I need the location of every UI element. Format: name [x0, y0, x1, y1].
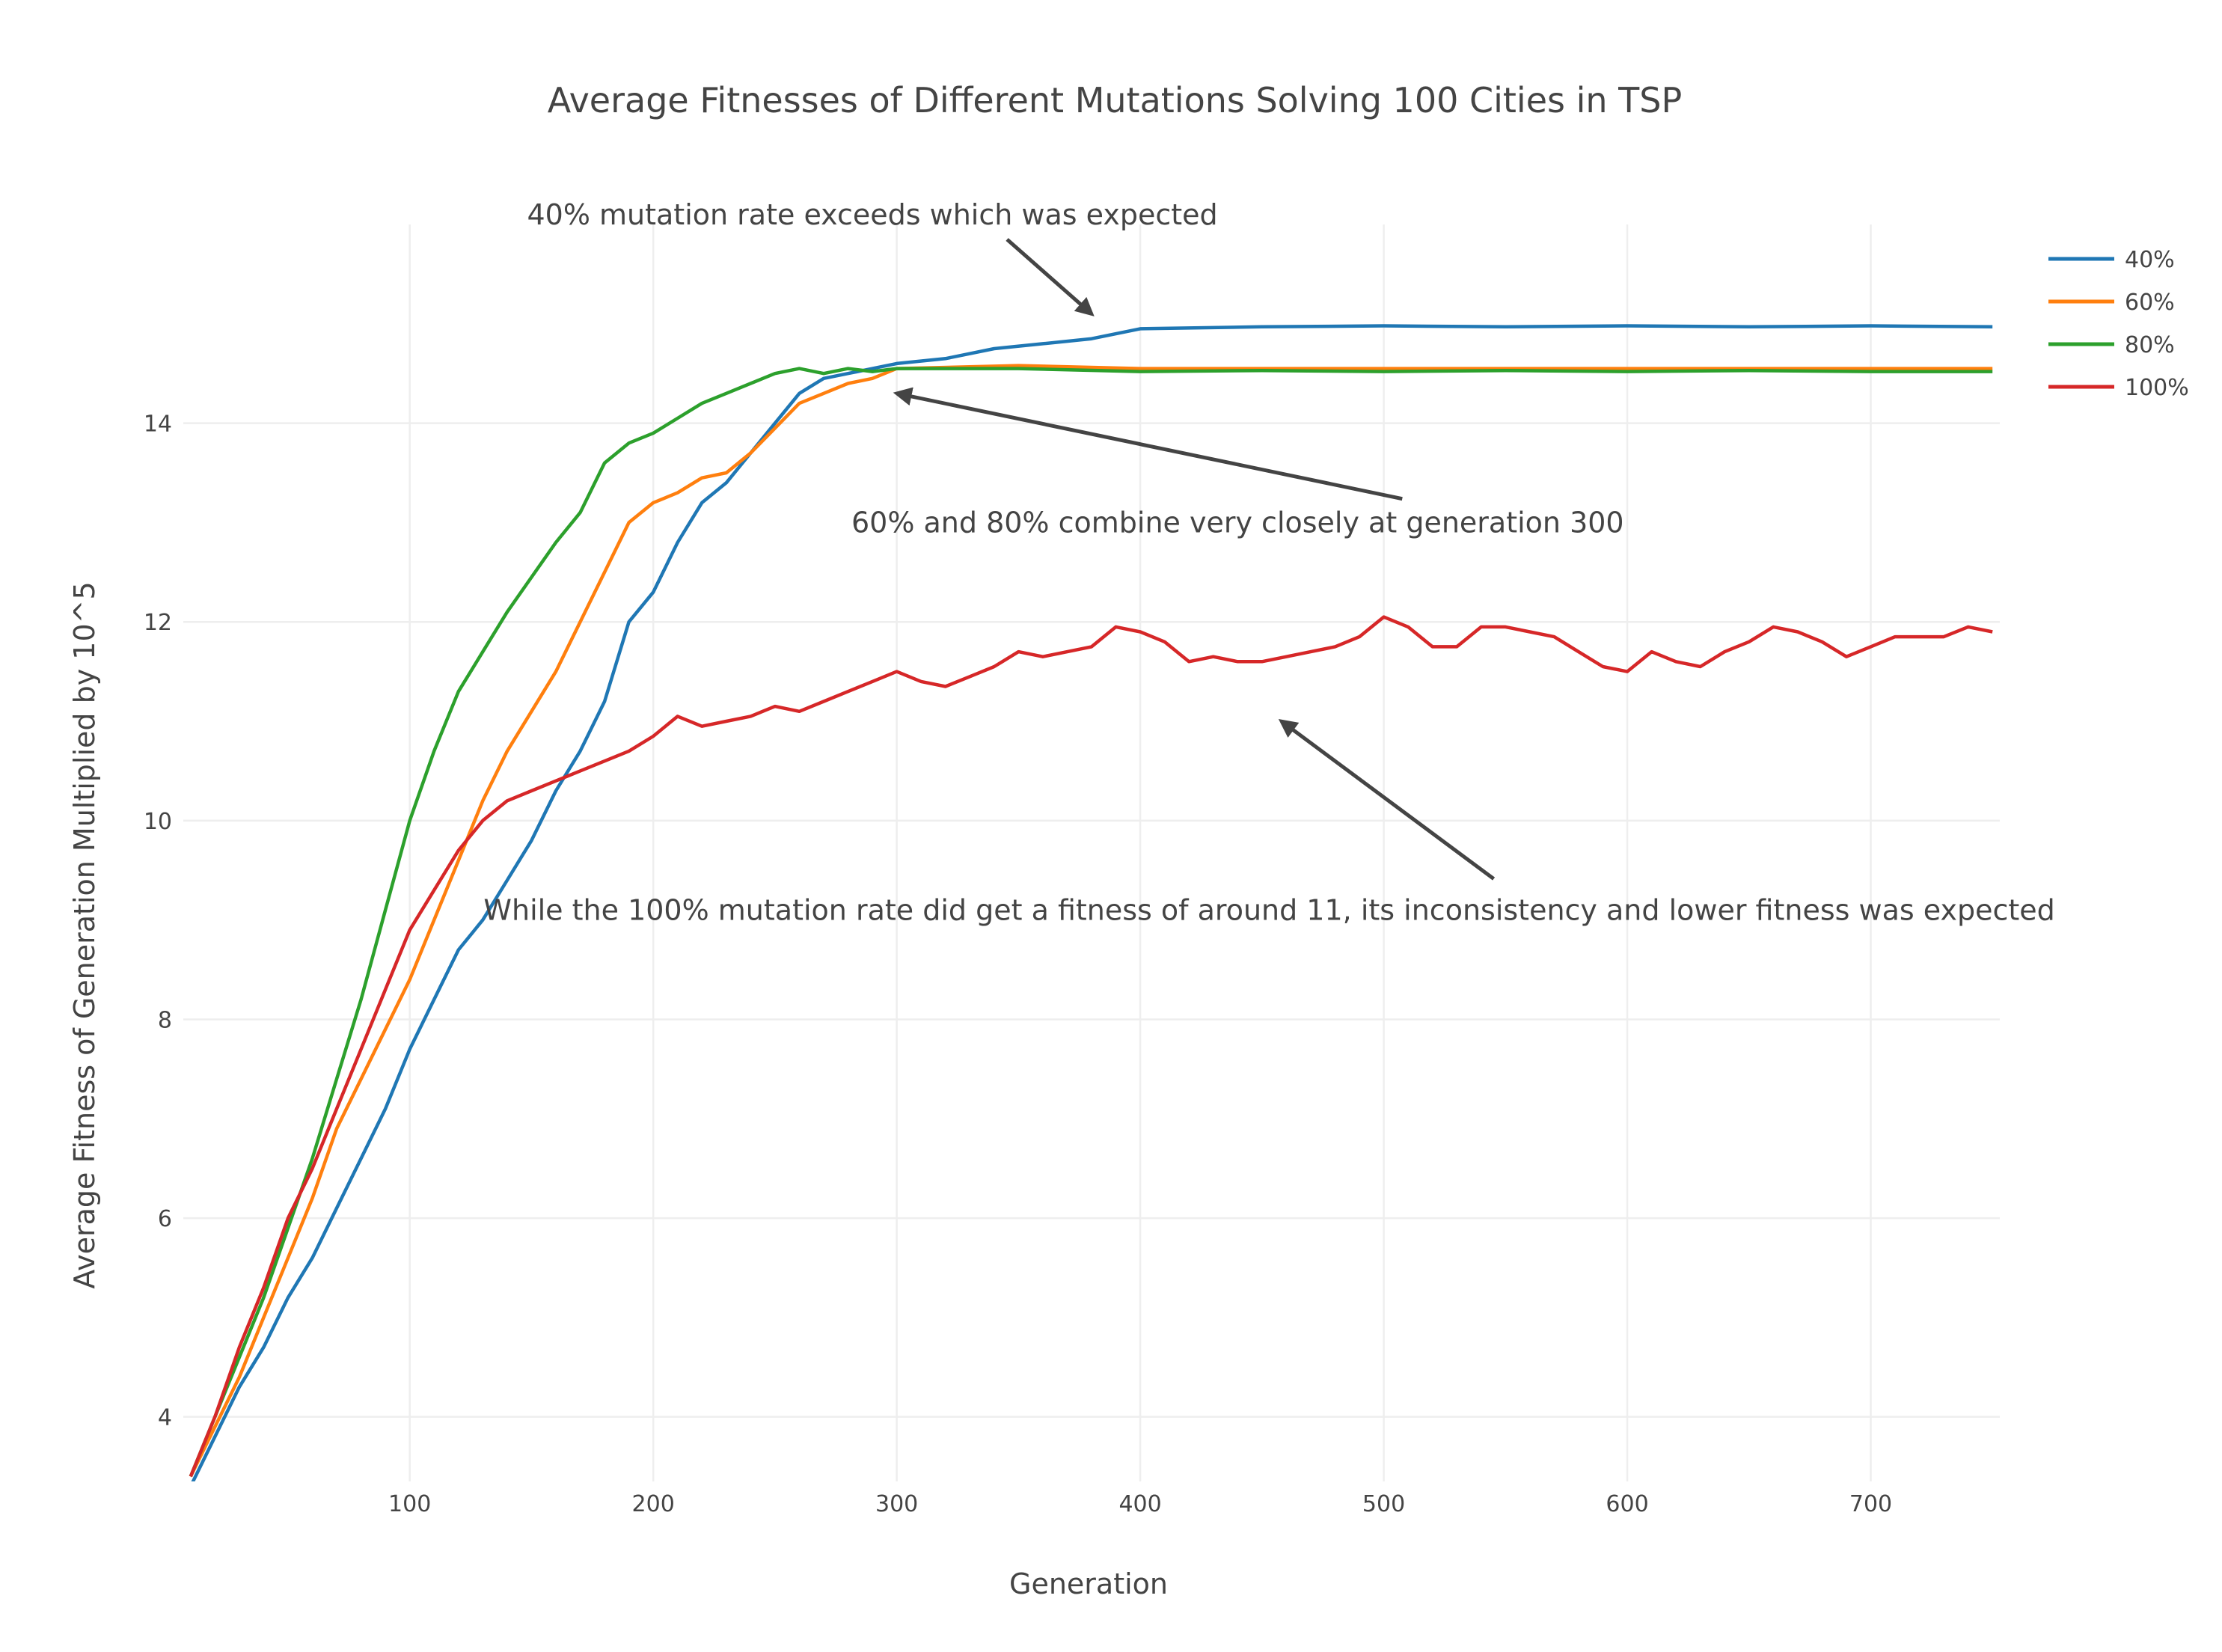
y-tick-label: 14	[144, 412, 172, 438]
annotations: 40% mutation rate exceeds which was expe…	[483, 198, 2054, 927]
legend-item-80pct[interactable]: 80%	[2048, 332, 2175, 358]
y-axis-title: Average Fitness of Generation Multiplied…	[68, 581, 101, 1288]
tick-labels: 100 200 300 400 500 600 700 4 6 8 10 12 14	[144, 412, 1892, 1517]
y-tick-label: 10	[144, 809, 172, 835]
legend-item-100pct[interactable]: 100%	[2048, 375, 2189, 401]
legend-item-60pct[interactable]: 60%	[2048, 290, 2175, 316]
y-tick-label: 4	[158, 1405, 172, 1431]
x-tick-label: 600	[1606, 1491, 1648, 1517]
y-tick-label: 8	[158, 1007, 172, 1033]
legend-label: 100%	[2125, 375, 2189, 401]
gridlines	[183, 224, 2000, 1481]
legend-label: 60%	[2125, 290, 2175, 316]
x-tick-label: 500	[1362, 1491, 1405, 1517]
x-tick-label: 700	[1849, 1491, 1892, 1517]
series-lines	[189, 324, 1993, 1481]
x-axis-title: Generation	[1009, 1567, 1168, 1600]
chart-title: Average Fitnesses of Different Mutations…	[548, 80, 1682, 120]
annotation-arrow	[1006, 238, 1095, 316]
annotation-arrow	[893, 387, 1403, 501]
series-line-80pct	[189, 367, 1993, 1478]
series-line-40pct	[191, 324, 1993, 1481]
annotation-text: While the 100% mutation rate did get a f…	[483, 894, 2054, 927]
y-tick-label: 12	[144, 610, 172, 636]
series-line-60pct	[189, 364, 1993, 1478]
annotation-arrow	[1278, 719, 1496, 881]
x-tick-label: 100	[388, 1491, 431, 1517]
x-tick-label: 400	[1118, 1491, 1161, 1517]
legend-item-40pct[interactable]: 40%	[2048, 247, 2175, 273]
series-line-100pct	[189, 615, 1993, 1478]
legend[interactable]: 40% 60% 80% 100%	[2048, 247, 2189, 401]
annotation-text: 40% mutation rate exceeds which was expe…	[527, 198, 1217, 231]
legend-label: 80%	[2125, 332, 2175, 358]
x-tick-label: 300	[875, 1491, 918, 1517]
legend-label: 40%	[2125, 247, 2175, 273]
x-tick-label: 200	[632, 1491, 675, 1517]
y-tick-label: 6	[158, 1206, 172, 1232]
annotation-text: 60% and 80% combine very closely at gene…	[851, 507, 1624, 539]
